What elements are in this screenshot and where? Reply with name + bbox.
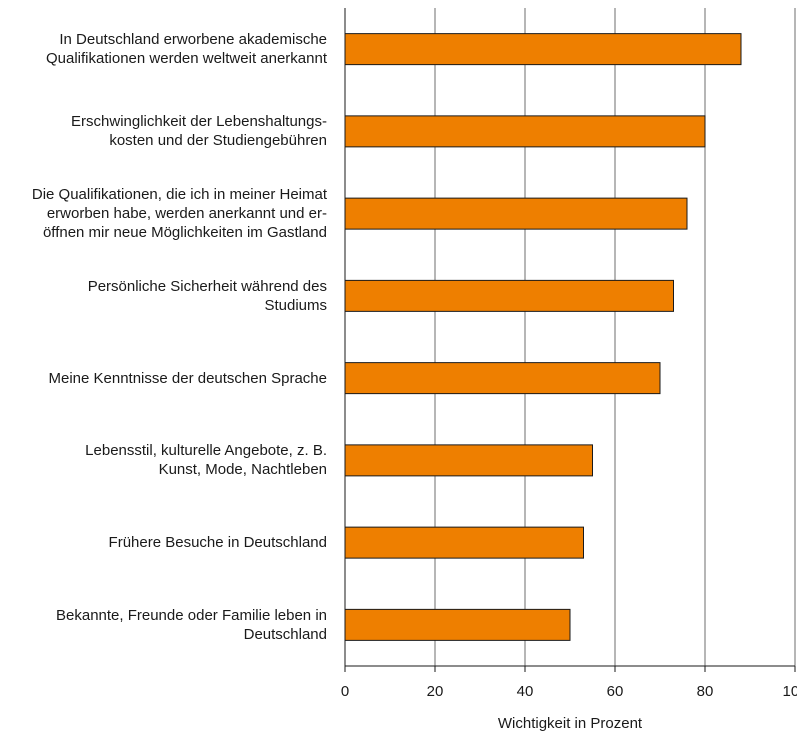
category-label-6: Lebensstil, kulturelle Angebote, z. B. K… [85,442,327,479]
bar-8 [344,608,571,641]
bar-2 [344,115,706,148]
x-tick-label-100: 100 [782,683,797,700]
bar-4 [344,279,674,312]
x-tick-label-20: 20 [427,683,444,700]
category-label-4: Persönliche Sicherheit während des Studi… [87,277,327,314]
x-tick-label-0: 0 [341,683,349,700]
bar-3 [344,197,688,230]
category-label-2: Erschwinglichkeit der Lebenshaltungs- ko… [71,113,327,150]
category-label-1: In Deutschland erworbene akademische Qua… [46,31,327,68]
category-label-3: Die Qualifikationen, die ich in meiner H… [31,186,327,242]
bar-6 [344,444,593,477]
bar-5 [344,362,661,395]
x-tick-label-40: 40 [517,683,534,700]
bar-1 [344,33,742,66]
category-label-8: Bekannte, Freunde oder Familie leben in … [56,606,327,643]
category-label-5: Meine Kenntnisse der deutschen Sprache [48,369,327,387]
x-tick-label-80: 80 [697,683,714,700]
x-tick-label-60: 60 [607,683,624,700]
bar-7 [344,526,584,559]
x-axis-label: Wichtigkeit in Prozent [498,715,643,732]
category-label-7: Frühere Besuche in Deutschland [108,534,327,552]
